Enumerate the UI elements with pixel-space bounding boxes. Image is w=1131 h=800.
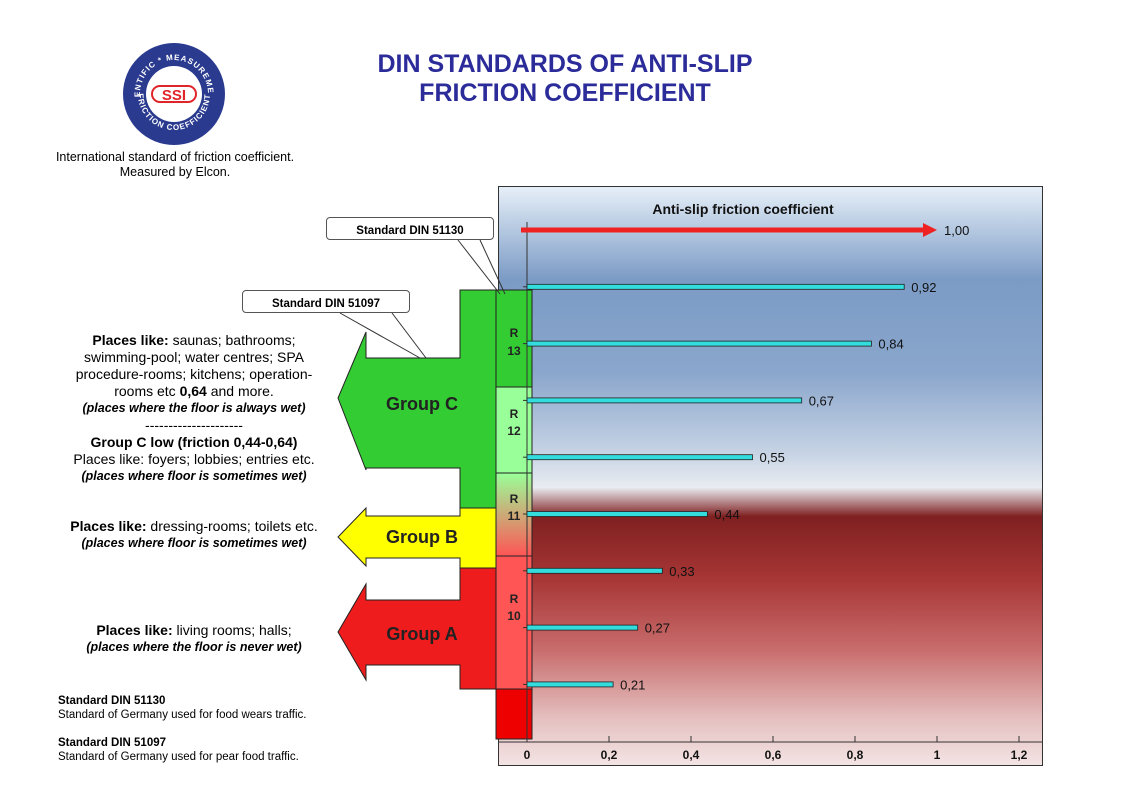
intro-text: International standard of friction coeff…: [20, 150, 330, 180]
rating-r13-n: 13: [507, 344, 521, 358]
group-c-value: 0,64: [179, 383, 207, 399]
bar-1: [526, 283, 905, 290]
group-c-description: Places like: saunas; bathrooms; swimming…: [58, 332, 330, 485]
callout-51130-pointer: [457, 239, 501, 295]
x-tick-label-1: 0,2: [601, 748, 618, 762]
bar-label-3: 0,67: [809, 393, 834, 408]
group-c-note: (places where the floor is always wet): [82, 401, 306, 415]
group-c-low-title: Group C low (friction 0,44-0,64): [90, 434, 298, 450]
chart-frame: [498, 186, 1043, 766]
bar-label-8: 0,21: [620, 677, 645, 692]
rating-r11-n: 11: [508, 509, 521, 523]
group-a-text: living rooms; halls;: [172, 622, 292, 638]
bar-5: [526, 511, 708, 517]
rating-r10-cell: [495, 555, 533, 690]
bar-label-0: 1,00: [944, 223, 969, 238]
x-tick-label-2: 0,4: [683, 748, 700, 762]
bar-3: [526, 397, 803, 404]
rating-r13-r: R: [510, 326, 519, 340]
group-b-description: Places like: dressing-rooms; toilets etc…: [58, 518, 330, 552]
group-c-low-note: (places where floor is sometimes wet): [81, 469, 307, 483]
callout-din-51130: Standard DIN 51130: [326, 217, 494, 240]
x-tick-label-0: 0: [524, 748, 531, 762]
group-c-low-text: Places like: foyers; lobbies; entries et…: [73, 451, 315, 467]
group-c-divider: ---------------------: [145, 417, 243, 433]
rating-r13-cell: [495, 289, 533, 388]
group-c-text1: saunas; bathrooms; swimming-pool; water …: [75, 332, 313, 399]
chart-plot: Anti-slip friction coefficient 0 0,2 0,4 0,6…: [498, 201, 1043, 762]
rating-r10-n: 10: [507, 609, 521, 623]
x-tick-label-3: 0,6: [765, 748, 782, 762]
group-c-label: Group C: [386, 394, 458, 414]
group-b-lead: Places like:: [70, 518, 147, 534]
rating-r12-r: R: [510, 407, 519, 421]
group-b-note: (places where floor is sometimes wet): [81, 536, 307, 550]
rating-base-cell: [495, 688, 533, 740]
x-tick-label-4: 0,8: [847, 748, 864, 762]
rating-r11-r: R: [510, 492, 519, 506]
rating-r10-r: R: [510, 592, 519, 606]
bar-7: [526, 624, 639, 631]
group-a-label: Group A: [386, 624, 457, 644]
bar-label-2: 0,84: [878, 337, 903, 352]
footnote-51130-text: Standard of Germany used for food wears …: [58, 709, 307, 721]
page-title: DIN STANDARDS OF ANTI-SLIP FRICTION COEF…: [330, 50, 800, 108]
x-tick-label-5: 1: [934, 748, 941, 762]
footnote-din-51130: Standard DIN 51130 Standard of Germany u…: [58, 694, 306, 722]
callout-din-51097: Standard DIN 51097: [242, 290, 410, 313]
footnote-51097-text: Standard of Germany used for pear food t…: [58, 751, 299, 763]
bar-label-4: 0,55: [760, 450, 785, 465]
bar-6: [526, 567, 663, 574]
footnote-51130-title: Standard DIN 51130: [58, 695, 166, 707]
bar-0: [521, 227, 923, 233]
group-b-text: dressing-rooms; toilets etc.: [146, 518, 318, 534]
group-c-text2: and more.: [206, 383, 274, 399]
bar-4: [526, 454, 753, 461]
page-title-line1: DIN STANDARDS OF ANTI-SLIP: [377, 50, 753, 78]
callout-51097-pointer: [339, 312, 421, 359]
rating-r12-cell: [495, 386, 533, 474]
bar-label-1: 0,92: [911, 280, 936, 295]
group-b-label: Group B: [386, 527, 458, 547]
bar-2: [526, 340, 872, 347]
bar-label-7: 0,27: [645, 621, 670, 636]
group-c-lead: Places like:: [92, 332, 169, 348]
callout-51097-pointer-2: [391, 312, 427, 359]
footnote-din-51097: Standard DIN 51097 Standard of Germany u…: [58, 736, 299, 764]
footnote-51097-title: Standard DIN 51097: [58, 737, 167, 749]
group-a-description: Places like: living rooms; halls; (place…: [58, 622, 330, 656]
ssi-logo: SIENTIFIC * MEASUREMENT FRICTION COEFFIC…: [122, 42, 225, 145]
page-title-line2: FRICTION COEFFICIENT: [419, 79, 711, 107]
group-c-places: Places like: saunas; bathrooms; swimming…: [58, 332, 330, 400]
chart-title: Anti-slip friction coefficient: [652, 201, 834, 217]
intro-line2: Measured by Elcon.: [119, 165, 231, 179]
bar-8: [526, 681, 614, 688]
group-a-lead: Places like:: [96, 622, 173, 638]
x-tick-label-6: 1,2: [1011, 748, 1028, 762]
rating-r12-n: 12: [507, 424, 521, 438]
bar-label-5: 0,44: [714, 507, 739, 522]
logo-text: SSI: [162, 87, 186, 104]
bar-0-arrowhead: [923, 223, 937, 237]
callout-51130-pointer-2: [479, 239, 506, 295]
intro-line1: International standard of friction coeff…: [55, 150, 295, 164]
bar-label-6: 0,33: [669, 564, 694, 579]
group-a-note: (places where the floor is never wet): [86, 640, 302, 654]
